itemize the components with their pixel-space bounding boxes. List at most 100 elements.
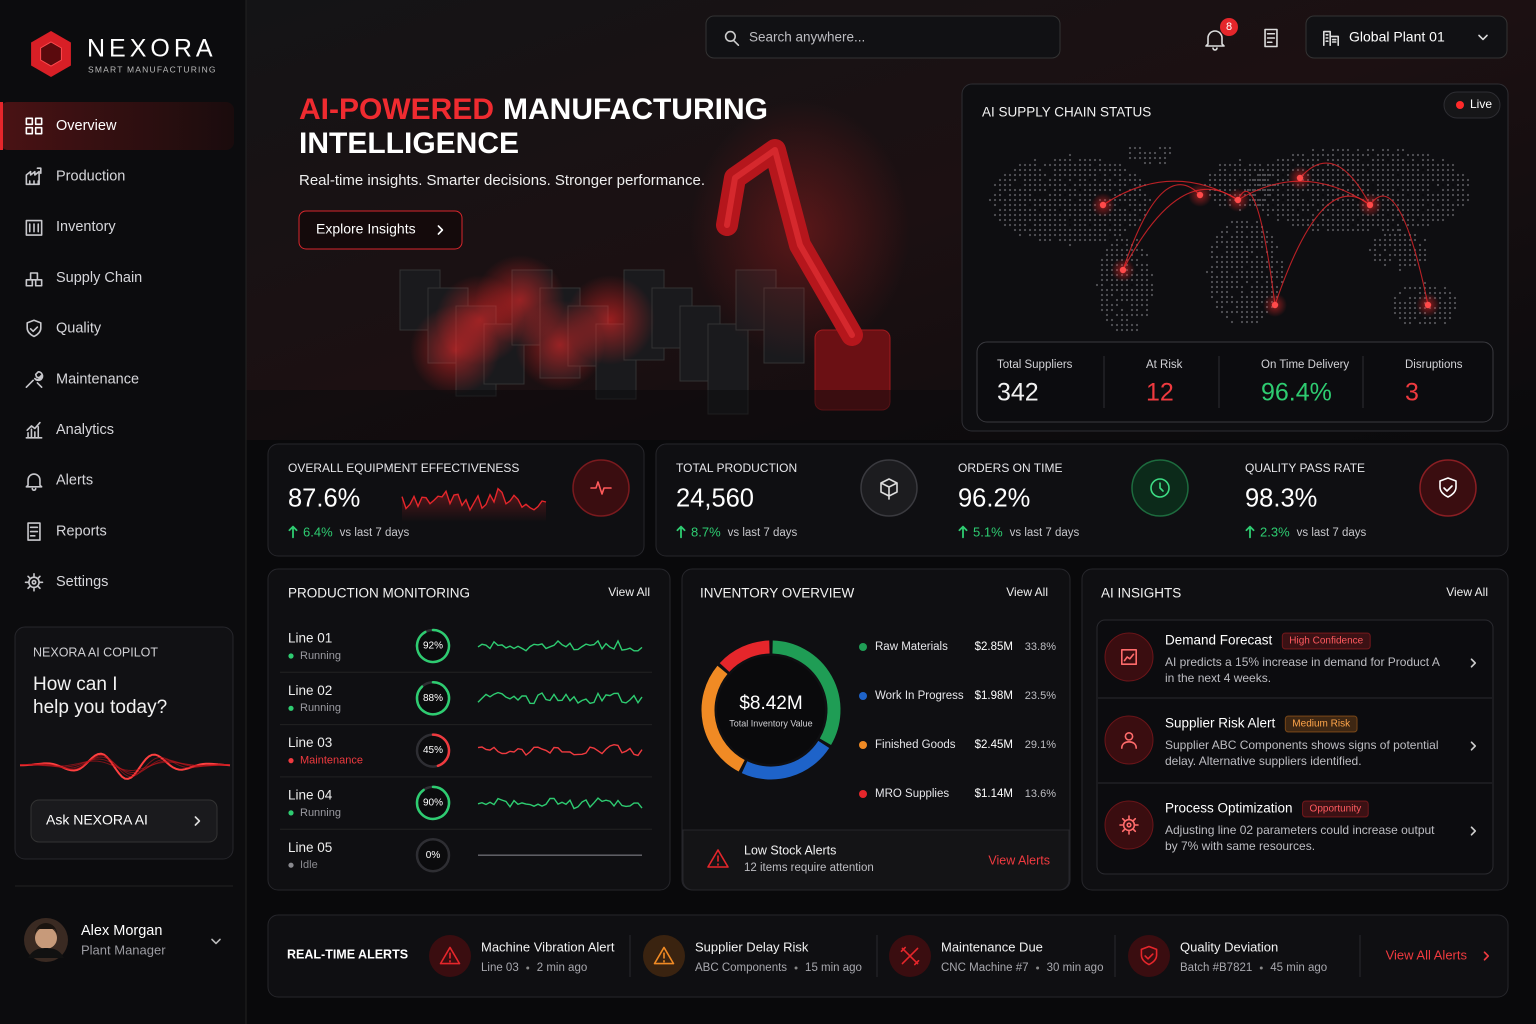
map-dot	[1130, 298, 1134, 302]
gauge-arc	[415, 681, 451, 716]
legend-name: MRO Supplies	[875, 788, 949, 800]
nav-item[interactable]: Supply Chain	[56, 270, 142, 286]
nav-item[interactable]: Production	[56, 169, 125, 185]
button-label[interactable]: Ask NEXORA AI	[46, 812, 148, 828]
map-dot	[1018, 228, 1022, 232]
map-dot	[1346, 223, 1350, 227]
map-dot	[1346, 158, 1350, 162]
map-dot	[1255, 320, 1259, 324]
plant-name[interactable]: Global Plant 01	[1349, 29, 1445, 45]
map-dot	[1336, 188, 1340, 192]
map-dot	[1008, 218, 1012, 222]
map-dot	[1376, 168, 1380, 172]
view-all-link[interactable]: View All	[1006, 585, 1048, 599]
view-all-alerts-link[interactable]: View All Alerts	[1386, 947, 1468, 962]
map-dot	[1271, 188, 1275, 192]
glow	[565, 275, 655, 365]
legend-amount: $1.98M	[975, 690, 1013, 702]
gauge-track	[415, 837, 451, 873]
map-dot	[1138, 193, 1142, 197]
map-dot	[1436, 178, 1440, 182]
map-dot	[1351, 183, 1355, 187]
map-dot	[1261, 198, 1265, 202]
map-dot	[1383, 233, 1387, 237]
map-dot	[1038, 203, 1042, 207]
map-dot	[1396, 228, 1400, 232]
search-box[interactable]	[705, 15, 1061, 59]
map-dot	[1110, 243, 1114, 247]
map-dot	[1133, 173, 1137, 177]
map-dot	[1331, 183, 1335, 187]
map-dot	[1356, 173, 1360, 177]
map-dot	[1428, 286, 1432, 290]
map-dot	[1446, 163, 1450, 167]
hero-button[interactable]	[298, 210, 463, 250]
nav-item[interactable]: Analytics	[56, 422, 114, 438]
legend-name: Finished Goods	[875, 739, 956, 751]
map-dot	[1018, 188, 1022, 192]
map-dot	[1356, 228, 1360, 232]
view-all-link[interactable]: View All	[1446, 585, 1488, 599]
map-dot	[1213, 173, 1217, 177]
map-dot	[1398, 243, 1402, 247]
map-dot	[1013, 173, 1017, 177]
map-dot	[1258, 198, 1262, 202]
map-dot	[1240, 315, 1244, 319]
map-dot	[1120, 298, 1124, 302]
copilot-button[interactable]	[30, 799, 218, 843]
card-title: INVENTORY OVERVIEW	[700, 586, 855, 601]
map-dot	[1296, 223, 1300, 227]
map-dot	[1240, 265, 1244, 269]
map-dot	[1083, 203, 1087, 207]
map-dot	[1230, 245, 1234, 249]
nav-active	[0, 102, 234, 150]
map-dot	[1028, 228, 1032, 232]
map-dot	[1260, 255, 1264, 259]
map-dot	[1023, 203, 1027, 207]
map-dot	[1008, 178, 1012, 182]
map-dot	[1331, 218, 1335, 222]
map-dot	[1270, 250, 1274, 254]
map-dot	[1063, 168, 1067, 172]
nav-item[interactable]: Inventory	[56, 219, 116, 235]
map-dot	[1351, 158, 1355, 162]
map-dot	[1105, 313, 1109, 317]
nav-item[interactable]: Settings	[56, 574, 108, 590]
map-dot	[1341, 218, 1345, 222]
map-dot	[1456, 188, 1460, 192]
view-all-link[interactable]: View All	[608, 585, 650, 599]
map-dot	[1138, 208, 1142, 212]
map-dot	[1426, 223, 1430, 227]
view-alerts-link[interactable]: View Alerts	[988, 853, 1050, 867]
gauge-label: 88%	[423, 693, 443, 704]
nav-item[interactable]: Alerts	[56, 473, 93, 489]
nav-item[interactable]: Reports	[56, 523, 107, 539]
map-dot	[1331, 148, 1335, 152]
map-dot	[1095, 283, 1099, 287]
map-dot	[1023, 213, 1027, 217]
map-dot	[1361, 163, 1365, 167]
nav-item[interactable]: Quality	[56, 321, 102, 337]
map-dot	[1321, 223, 1325, 227]
map-dot	[1013, 203, 1017, 207]
map-dot	[1135, 238, 1139, 242]
map-dot	[1276, 183, 1280, 187]
map-dot	[1381, 228, 1385, 232]
line-status: Running	[300, 650, 341, 662]
card-title: PRODUCTION MONITORING	[288, 586, 470, 601]
insight-title: Process Optimization	[1165, 801, 1293, 816]
map-dot	[1265, 265, 1269, 269]
map-dot	[1053, 223, 1057, 227]
nav-item[interactable]: Maintenance	[56, 371, 139, 387]
map-dot	[1078, 198, 1082, 202]
map-dot	[1326, 223, 1330, 227]
map-dot	[1233, 168, 1237, 172]
nav-item[interactable]: Overview	[56, 118, 117, 134]
map-dot	[1068, 188, 1072, 192]
map-dot	[1133, 178, 1137, 182]
map-dot	[1103, 188, 1107, 192]
map-dot	[1386, 183, 1390, 187]
plant-selector[interactable]	[1305, 15, 1508, 59]
button-label[interactable]: Explore Insights	[316, 221, 416, 237]
stat-label: At Risk	[1146, 359, 1183, 371]
